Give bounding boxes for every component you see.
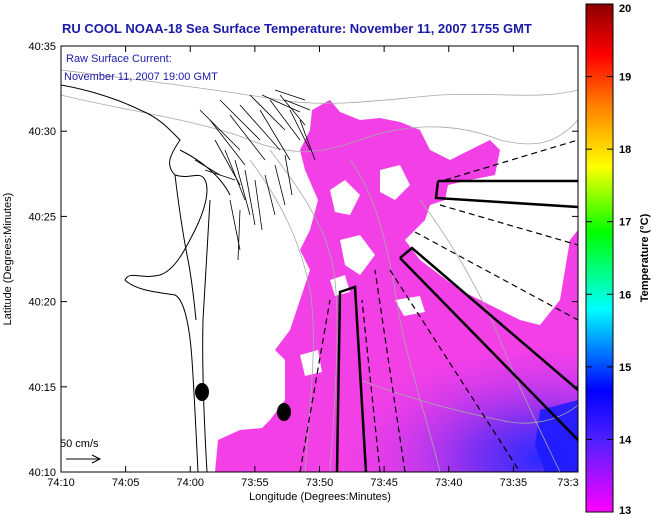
colorbar-tick-label: 20 <box>619 3 631 15</box>
radar-site-marker <box>195 383 209 401</box>
current-note-line2: November 11, 2007 19:00 GMT <box>64 71 218 83</box>
x-axis-ticks: 74:10 74:05 74:00 73:55 73:50 73:45 73:40 73:35… <box>47 46 579 489</box>
x-tick-label: 74:05 <box>112 477 140 489</box>
radar-site-marker <box>277 403 291 421</box>
y-tick-label: 40:30 <box>28 126 56 138</box>
x-tick-label: 73:35 <box>500 477 528 489</box>
x-tick-label: 73:45 <box>370 477 398 489</box>
y-tick-label: 40:25 <box>28 211 56 223</box>
y-axis-label: Latitude (Degrees:Minutes) <box>2 193 14 326</box>
cloud-gaps <box>300 120 450 376</box>
y-axis-ticks: 40:35 40:30 40:25 40:20 40:15 40:10 <box>28 41 578 479</box>
y-tick-label: 40:15 <box>28 382 56 394</box>
colorbar-tick-label: 17 <box>619 217 631 229</box>
current-note-line1: Raw Surface Current: <box>66 53 172 65</box>
sst-cool-water <box>330 330 578 472</box>
colorbar-tick-label: 14 <box>619 434 632 446</box>
x-axis-label: Longitude (Degrees:Minutes) <box>249 491 391 503</box>
x-tick-label: 73:55 <box>241 477 269 489</box>
radar-sector-lines <box>299 139 578 472</box>
x-tick-label: 74:10 <box>47 477 75 489</box>
colorbar-tick-label: 13 <box>619 505 631 517</box>
scale-arrow-head <box>91 454 102 464</box>
colorbar-ticks: 20 19 18 17 16 15 14 13 <box>586 3 632 517</box>
colorbar-label: Temperature (°C) <box>639 213 651 302</box>
colorbar-tick-label: 18 <box>619 144 631 156</box>
plot-area: Raw Surface Current: November 11, 2007 1… <box>60 46 578 472</box>
coastline <box>61 84 231 472</box>
colorbar-tick-label: 16 <box>619 289 631 301</box>
x-tick-label: 74:00 <box>176 477 204 489</box>
y-tick-label: 40:20 <box>28 297 56 309</box>
x-tick-label: 73:3 <box>557 477 578 489</box>
y-tick-label: 40:10 <box>28 467 56 479</box>
x-tick-label: 73:40 <box>435 477 463 489</box>
colorbar <box>585 3 614 513</box>
colorbar-tick-label: 19 <box>619 72 631 84</box>
y-tick-label: 40:35 <box>28 41 56 53</box>
transect-polygons <box>335 179 578 472</box>
sst-coldest-patch <box>535 400 578 472</box>
surface-current-vectors <box>194 89 316 261</box>
scale-arrow-label: 50 cm/s <box>60 438 99 450</box>
map-title: RU COOL NOAA-18 Sea Surface Temperature:… <box>62 21 532 36</box>
colorbar-tick-label: 15 <box>619 362 631 374</box>
x-tick-label: 73:50 <box>306 477 334 489</box>
